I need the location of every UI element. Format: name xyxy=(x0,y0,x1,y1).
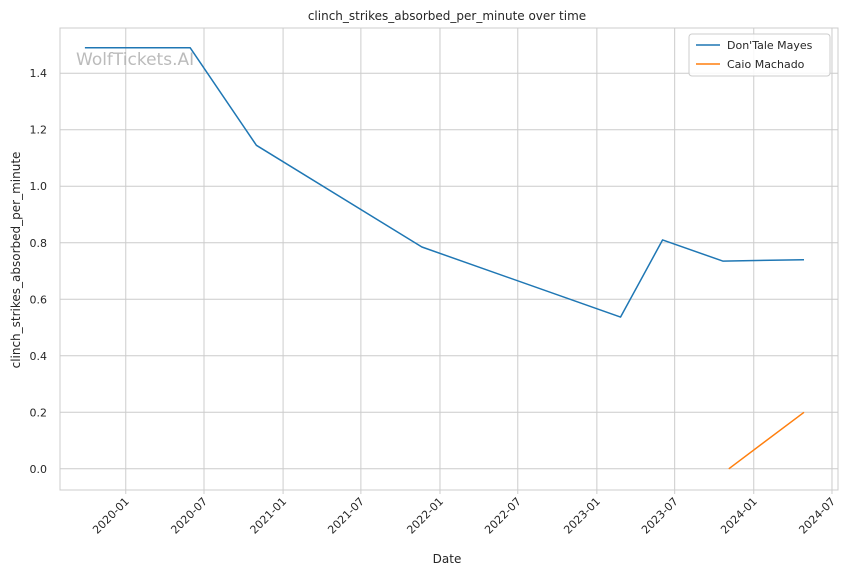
legend: Don'Tale Mayes Caio Machado xyxy=(688,33,831,77)
legend-label-dontale-mayes: Don'Tale Mayes xyxy=(727,39,813,52)
y-tick-label: 0.8 xyxy=(30,237,48,250)
chart-title: clinch_strikes_absorbed_per_minute over … xyxy=(308,9,586,23)
series-line-don-tale-mayes xyxy=(84,47,805,318)
y-axis-ticks: 0.0 0.2 0.4 0.6 0.8 1.0 1.2 1.4 xyxy=(30,67,48,476)
y-tick-label: 0.0 xyxy=(30,463,48,476)
y-axis-label: clinch_strikes_absorbed_per_minute xyxy=(9,152,23,369)
y-tick-label: 1.4 xyxy=(30,67,48,80)
series-lines xyxy=(84,47,805,470)
y-tick-label: 1.0 xyxy=(30,180,48,193)
y-tick-label: 0.2 xyxy=(30,406,48,419)
watermark: WolfTickets.AI xyxy=(76,50,194,70)
x-axis-label: Date xyxy=(433,552,462,566)
plot-area xyxy=(59,27,839,491)
y-tick-label: 1.2 xyxy=(30,124,48,137)
legend-box xyxy=(688,33,831,77)
legend-label-caio-machado: Caio Machado xyxy=(727,58,805,71)
y-tick-label: 0.4 xyxy=(30,350,48,363)
grid xyxy=(60,28,838,490)
series-line-caio-machado xyxy=(728,411,805,470)
y-tick-label: 0.6 xyxy=(30,293,48,306)
